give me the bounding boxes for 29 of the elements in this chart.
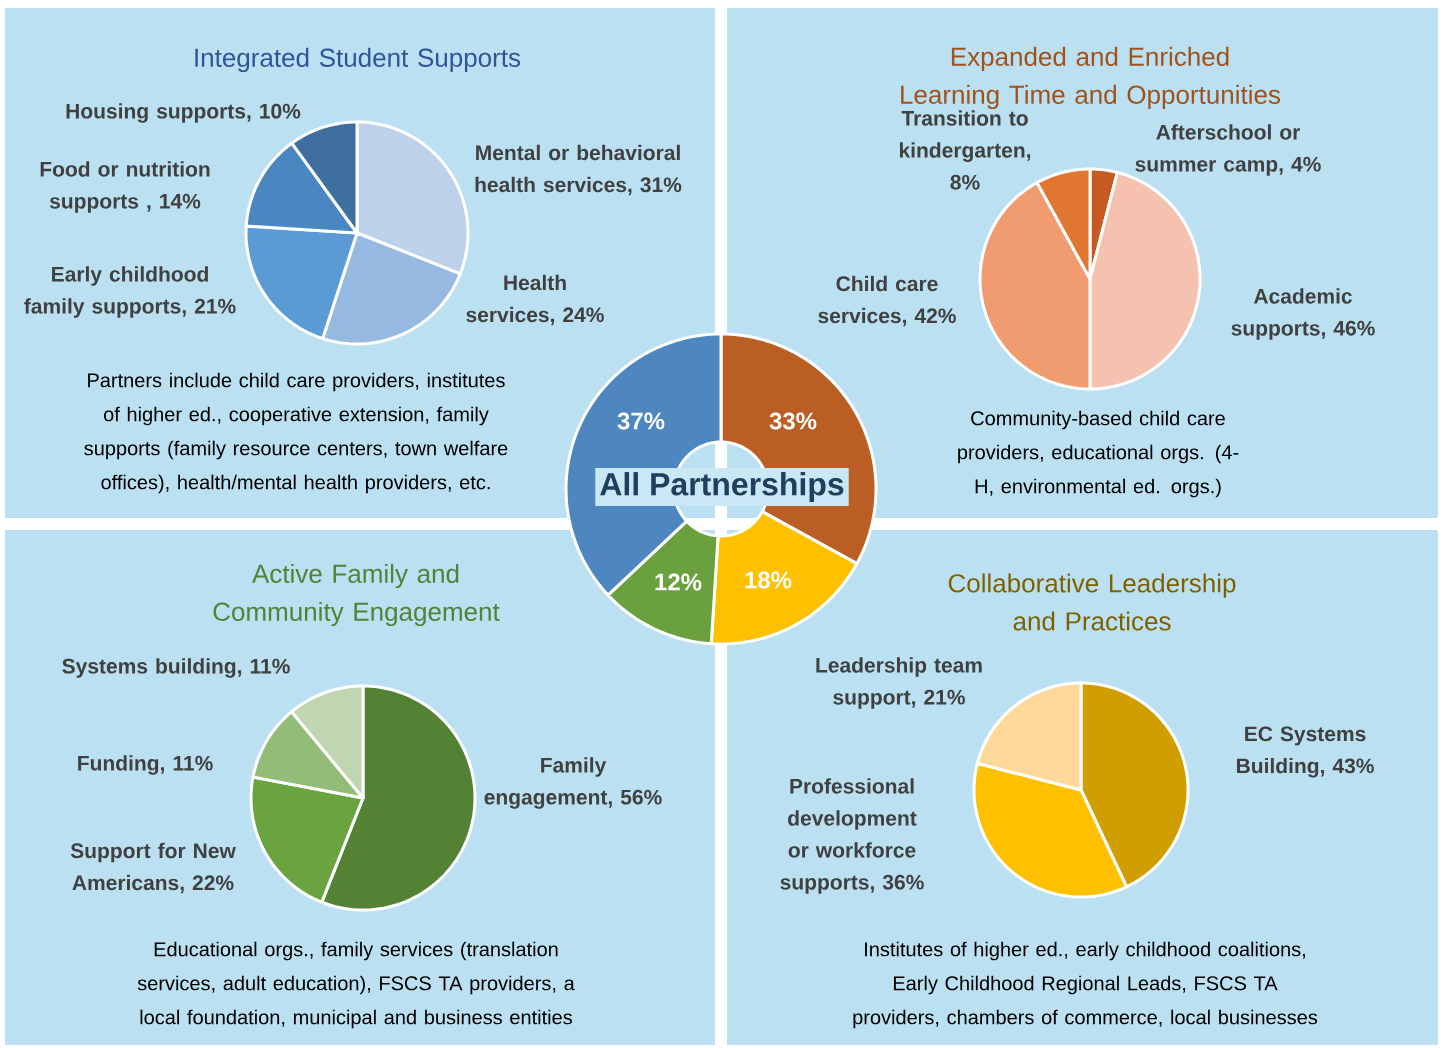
data-label: 37% [617, 412, 665, 430]
text: All Partnerships [600, 472, 844, 502]
text: Community-based child care providers, educational orgs. (4-H, environmental ed. orgs.) [958, 410, 1239, 498]
text: Educational orgs., family services (translation services, adult education), FSCS TA providers, a local foundation, municipal and business entities [137, 941, 575, 1029]
slice-label: Support for New Americans, 22% [70, 842, 236, 894]
slice-label: EC Systems Building, 43% [1237, 726, 1374, 778]
data-label: 12% [655, 573, 702, 591]
slice-label: Professional development or workforce supports, 36% [780, 778, 924, 894]
chart-title: Collaborative Leadership and Practices [948, 573, 1236, 631]
slice-label: Systems building, 11% [62, 658, 290, 678]
text: Partners include child care providers, institutes of higher ed., cooperative extension, family supports (family resource centers, town welfare offices), health/mental health providers, etc. [84, 372, 508, 494]
slice-label: Health services, 24% [466, 274, 604, 326]
slice-label: Afterschool or summer camp, 4% [1135, 124, 1321, 176]
chart-title: Expanded and Enriched Learning Time and Opportunities [901, 46, 1281, 110]
slice-label: Housing supports, 10% [66, 103, 301, 123]
text: Institutes of higher ed., early childhood coalitions, Early Childhood Regional Leads, FSCS TA providers, chambers of commerce, local businesses [853, 941, 1318, 1029]
data-label: 18% [745, 571, 792, 589]
chart-title: Integrated Student Supports [195, 47, 521, 73]
slice-label: Child care services, 42% [818, 275, 956, 327]
slice-label: Family engagement, 56% [484, 757, 662, 809]
slice-label: Early childhood family supports, 21% [24, 266, 236, 318]
slice-label: Funding, 11% [78, 755, 213, 775]
slice-label: Academic supports, 46% [1231, 288, 1375, 340]
slice-label: Leadership team support, 21% [816, 657, 982, 709]
data-label: 33% [769, 412, 817, 430]
slice-label: Food or nutrition supports , 14% [40, 161, 210, 213]
slice-label: Transition to kindergarten, 8% [899, 110, 1031, 190]
chart-title: Active Family and Community Engagement [213, 563, 500, 627]
slice-label: Mental or behavioral health services, 31% [475, 144, 682, 196]
